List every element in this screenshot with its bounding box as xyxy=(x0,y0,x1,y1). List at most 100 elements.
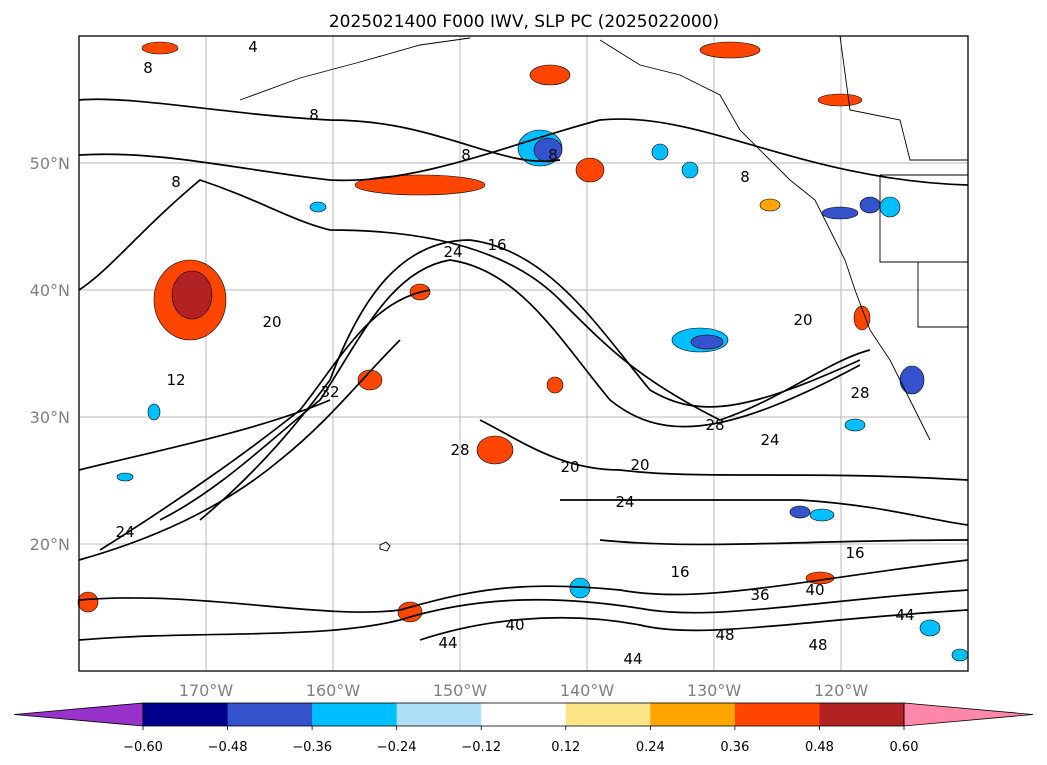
contour-label: 44 xyxy=(438,634,457,652)
contour-label: 24 xyxy=(443,243,462,261)
iwv-contour xyxy=(78,399,331,471)
colorbar-tick-label: −0.48 xyxy=(208,740,248,755)
colorbar-tick-label: 0.24 xyxy=(636,740,665,755)
contour-label: 28 xyxy=(705,416,724,434)
anomaly-blob xyxy=(690,334,724,350)
lon-tick-label: 130°W xyxy=(687,681,742,700)
coastline xyxy=(239,37,471,101)
contour-label: 24 xyxy=(760,431,779,449)
colorbar-segment xyxy=(650,703,736,726)
colorbar: −0.60 −0.48 −0.36 −0.24 −0.12 0.12 0.24 0.36 0.4… xyxy=(13,702,1034,755)
anomaly-blob xyxy=(821,206,859,220)
lat-tick-label: 40°N xyxy=(30,281,70,300)
contour-label: 28 xyxy=(850,384,869,402)
anomaly-blob xyxy=(357,369,383,391)
anomaly-blob xyxy=(899,365,925,395)
anomaly-blob xyxy=(77,591,99,613)
anomaly-blob xyxy=(147,403,161,421)
lon-tick-label: 150°W xyxy=(433,681,488,700)
coastlines xyxy=(239,35,968,552)
anomaly-blob xyxy=(171,270,213,320)
colorbar-segment xyxy=(227,703,313,726)
iwv-contour xyxy=(419,609,969,641)
colorbar-segment xyxy=(734,703,820,726)
anomaly-blob xyxy=(951,648,969,662)
contour-label: 24 xyxy=(615,493,634,511)
contour-label: 16 xyxy=(670,563,689,581)
iwv-contour xyxy=(78,339,401,561)
colorbar-tick-label: −0.60 xyxy=(123,740,163,755)
iwv-contours xyxy=(78,98,969,641)
anomaly-blob xyxy=(844,418,866,432)
anomaly-blob xyxy=(699,41,761,59)
anomaly-blob xyxy=(859,196,881,214)
anomaly-blob xyxy=(919,619,941,637)
colorbar-segment xyxy=(143,703,229,726)
lat-tick-label: 20°N xyxy=(30,535,70,554)
iwv-anomaly-shading xyxy=(77,41,969,662)
colorbar-tick-label: 0.36 xyxy=(720,740,749,755)
contour-label: 4 xyxy=(248,38,258,56)
colorbar-tick-label: 0.12 xyxy=(551,740,580,755)
colorbar-segment xyxy=(819,703,905,726)
colorbar-extend-low xyxy=(13,702,144,727)
anomaly-blob xyxy=(546,376,564,394)
contour-label: 24 xyxy=(115,523,134,541)
longitude-labels: 170°W 160°W 150°W 140°W 130°W 120°W xyxy=(179,681,869,700)
colorbar-tick-label: −0.12 xyxy=(461,740,501,755)
anomaly-blob xyxy=(809,508,835,522)
contour-label: 8 xyxy=(461,146,471,164)
colorbar-segment xyxy=(481,703,567,726)
anomaly-blob xyxy=(853,305,871,331)
anomaly-blob xyxy=(141,41,179,55)
anomaly-blob xyxy=(354,174,486,196)
anomaly-blob xyxy=(681,161,699,179)
contour-label: 8 xyxy=(309,106,319,124)
coastline xyxy=(839,35,968,161)
map-background xyxy=(79,36,968,671)
lon-tick-label: 160°W xyxy=(306,681,361,700)
anomaly-blob xyxy=(789,505,811,519)
contour-label: 48 xyxy=(808,636,827,654)
contour-label: 44 xyxy=(623,650,642,668)
iwv-contour xyxy=(559,499,969,526)
anomaly-blob xyxy=(651,143,669,161)
contour-label: 28 xyxy=(450,441,469,459)
coastline xyxy=(379,541,391,552)
iwv-contour xyxy=(99,289,431,551)
anomaly-blob xyxy=(476,435,514,465)
contour-label: 40 xyxy=(505,616,524,634)
iwv-contour xyxy=(159,259,861,521)
colorbar-extend-high xyxy=(903,702,1034,727)
contour-label: 36 xyxy=(750,586,769,604)
iwv-contour xyxy=(78,179,871,421)
colorbar-segment xyxy=(312,703,398,726)
contour-label: 8 xyxy=(171,173,181,191)
map-frame xyxy=(78,35,969,672)
iwv-contour xyxy=(78,98,561,163)
anomaly-blob xyxy=(879,196,901,218)
coastline xyxy=(879,174,968,328)
anomaly-blob xyxy=(759,198,781,212)
colorbar-tick-label: −0.24 xyxy=(377,740,417,755)
map-title: 2025021400 F000 IWV, SLP PC (2025022000) xyxy=(329,12,719,32)
anomaly-blob xyxy=(309,201,327,213)
anomaly-blob xyxy=(575,157,605,183)
contour-label: 16 xyxy=(487,236,506,254)
iwv-contour xyxy=(78,118,969,186)
lon-tick-label: 140°W xyxy=(560,681,615,700)
contour-label: 8 xyxy=(143,59,153,77)
lon-tick-label: 120°W xyxy=(814,681,869,700)
colorbar-tick-label: 0.60 xyxy=(890,740,919,755)
colorbar-segment xyxy=(396,703,482,726)
contour-label: 40 xyxy=(805,581,824,599)
colorbar-tick-label: −0.36 xyxy=(292,740,332,755)
contour-label: 20 xyxy=(262,313,281,331)
latitude-labels: 50°N 40°N 30°N 20°N xyxy=(30,154,70,554)
contour-label: 44 xyxy=(895,606,914,624)
colorbar-segment xyxy=(565,703,651,726)
contour-label: 16 xyxy=(845,544,864,562)
